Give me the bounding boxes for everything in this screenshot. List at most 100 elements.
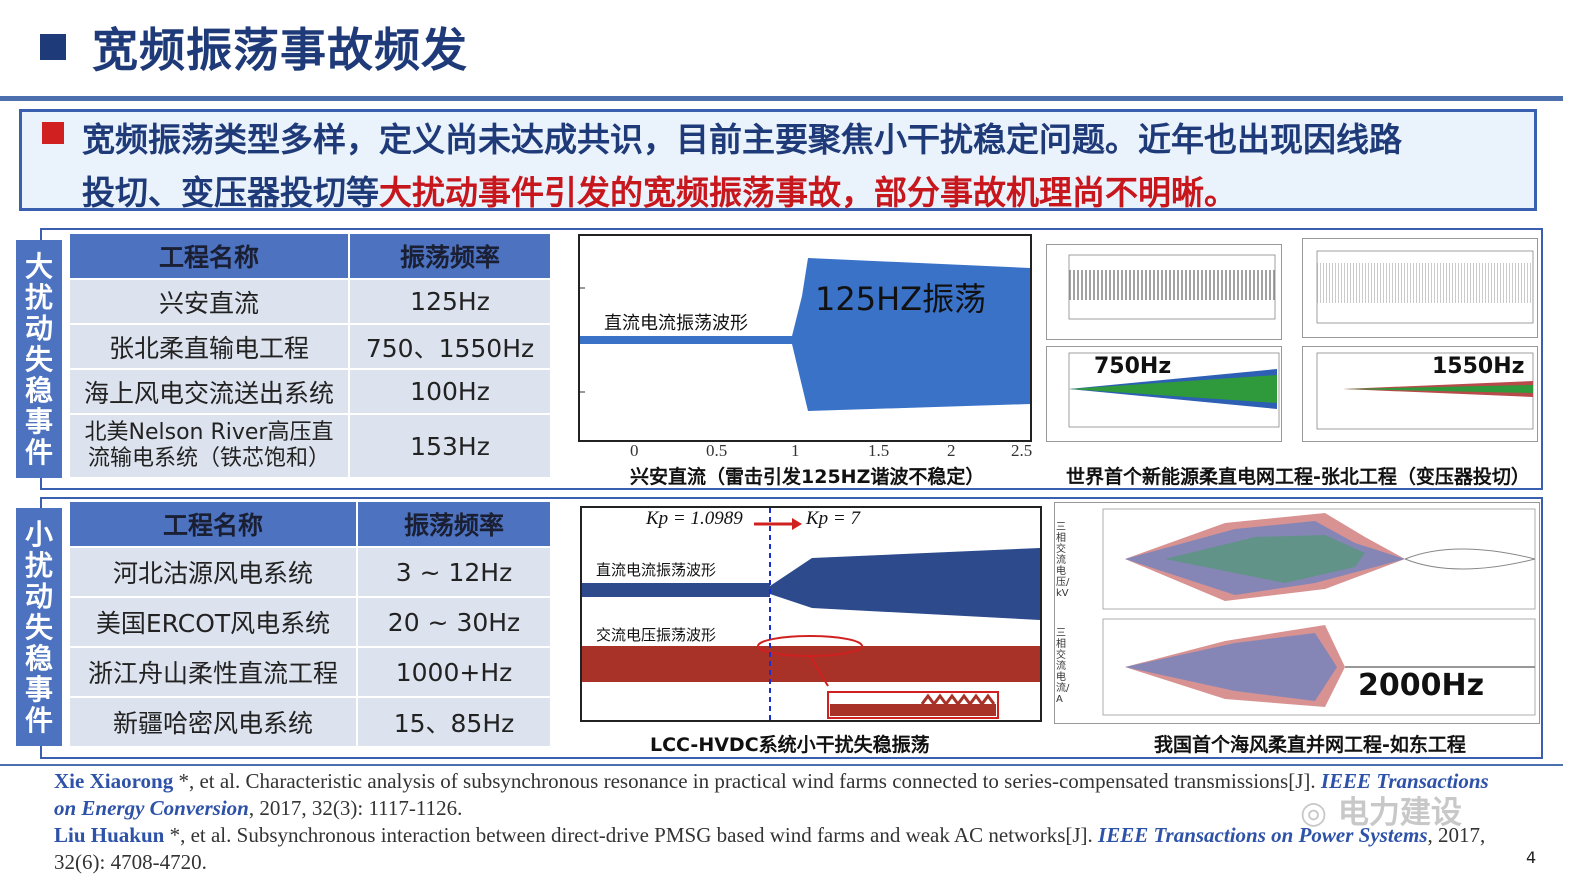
frequency: 1000+Hz xyxy=(358,648,550,696)
page-number: 4 xyxy=(1526,848,1537,867)
zhangbei-waveform xyxy=(1068,254,1276,320)
kp-before-label: Kp = 1.0989 xyxy=(646,508,743,529)
ref-journal: IEEE Transactions on Energy Conversion xyxy=(54,769,1489,820)
refs-divider xyxy=(0,764,1563,766)
rudong-y-label-top: 三相交流电压/kV xyxy=(1056,522,1070,599)
dc-current-label: 直流电流振荡波形 xyxy=(596,561,717,579)
small-disturbance-table: 工程名称 振荡频率 河北沽源风电系统 3 ~ 12Hz 美国ERCOT风电系统 20… xyxy=(68,500,552,748)
lcc-hvdc-caption: LCC-HVDC系统小干扰失稳振荡 xyxy=(650,734,930,756)
frequency: 125Hz xyxy=(350,280,550,323)
banner-line-2-plain: 投切、变压器投切等 xyxy=(82,173,379,212)
xingan-waveform-chart xyxy=(578,234,1032,442)
summary-banner xyxy=(19,109,1537,211)
frequency: 100Hz xyxy=(350,370,550,413)
banner-line-2: 投切、变压器投切等大扰动事件引发的宽频振荡事故，部分事故机理尚不明晰。 xyxy=(82,166,1237,214)
title-divider xyxy=(0,96,1563,101)
project-name: 美国ERCOT风电系统 xyxy=(70,598,356,646)
zhangbei-plot-750hz xyxy=(1046,346,1282,442)
frequency: 153Hz xyxy=(350,415,550,477)
ref-author: Xie Xiaorong xyxy=(54,769,174,793)
frequency: 3 ~ 12Hz xyxy=(358,548,550,596)
x-tick: 1 xyxy=(791,441,800,460)
col-header-frequency: 振荡频率 xyxy=(350,234,550,278)
xingan-x-axis: 0 0.5 1 1.5 2 2.5 xyxy=(578,441,1048,461)
reference-2: Liu Huakun *, et al. Subsynchronous inte… xyxy=(54,822,1514,876)
project-name: 浙江舟山柔性直流工程 xyxy=(70,648,356,696)
rudong-plot xyxy=(1102,508,1536,716)
ref-citation: , 2017, 32(6): 4708-4720. xyxy=(54,823,1486,874)
frequency: 750、1550Hz xyxy=(350,325,550,368)
zhangbei-caption: 世界首个新能源柔直电网工程-张北工程（变压器投切） xyxy=(1066,466,1530,488)
col-header-name: 工程名称 xyxy=(70,502,356,546)
project-name: 新疆哈密风电系统 xyxy=(70,698,356,746)
wechat-icon: ◎ xyxy=(1300,795,1328,831)
tab-char: 稳 xyxy=(24,373,53,407)
ac-voltage-label: 交流电压振荡波形 xyxy=(596,626,717,644)
ref-journal: IEEE Transactions on Power Systems xyxy=(1098,823,1428,847)
table-row: 河北沽源风电系统 3 ~ 12Hz xyxy=(70,548,550,596)
rudong-chart xyxy=(1054,502,1540,724)
table-row: 美国ERCOT风电系统 20 ~ 30Hz xyxy=(70,598,550,646)
tab-char: 小 xyxy=(24,517,53,551)
2000hz-overlay-label: 2000Hz xyxy=(1358,668,1485,703)
x-tick: 0.5 xyxy=(706,441,728,460)
banner-line-1: 宽频振荡类型多样，定义尚未达成共识，目前主要聚焦小干扰稳定问题。近年也出现因线路 xyxy=(82,120,1402,159)
lcc-hvdc-chart xyxy=(580,506,1042,722)
x-tick: 1.5 xyxy=(868,441,890,460)
small-disturbance-tab: 小扰动失稳事件 xyxy=(16,508,62,746)
large-disturbance-table: 工程名称 振荡频率 兴安直流 125Hz 张北柔直输电工程 750、1550Hz 海… xyxy=(68,232,552,479)
zhangbei-waveform xyxy=(1316,352,1534,430)
table-row: 兴安直流 125Hz xyxy=(70,280,550,323)
col-header-name: 工程名称 xyxy=(70,234,348,278)
watermark: ◎ 电力建设 xyxy=(1300,787,1462,832)
125hz-overlay-label: 125HZ振荡 xyxy=(815,280,987,318)
dc-current-label: 直流电流振荡波形 xyxy=(604,313,748,334)
zhangbei-plot-top-right xyxy=(1302,238,1538,338)
ref-text: *, et al. Subsynchronous interaction bet… xyxy=(164,823,1099,847)
zhangbei-plot-1550hz xyxy=(1302,346,1538,442)
x-tick: 0 xyxy=(630,441,639,460)
ref-citation: , 2017, 32(3): 1117-1126. xyxy=(248,796,463,820)
frequency: 15、85Hz xyxy=(358,698,550,746)
table-row: 北美Nelson River高压直流输电系统（铁芯饱和） 153Hz xyxy=(70,415,550,477)
large-disturbance-tab: 大扰动失稳事件 xyxy=(16,240,62,478)
table-row: 张北柔直输电工程 750、1550Hz xyxy=(70,325,550,368)
tab-char: 失 xyxy=(24,342,53,376)
frequency: 20 ~ 30Hz xyxy=(358,598,550,646)
lcc-hvdc-plot xyxy=(582,508,1040,720)
project-name: 兴安直流 xyxy=(70,280,348,323)
tab-char: 大 xyxy=(24,249,53,283)
zhangbei-plot-top-left xyxy=(1046,244,1282,340)
tab-char: 件 xyxy=(24,703,53,737)
tab-char: 失 xyxy=(24,610,53,644)
xingan-caption: 兴安直流（雷击引发125HZ谐波不稳定） xyxy=(630,466,985,488)
rudong-y-label-bottom: 三相交流电流/A xyxy=(1056,628,1070,705)
kp-after-label: Kp = 7 xyxy=(806,508,860,529)
ref-author: Liu Huakun xyxy=(54,823,165,847)
tab-char: 扰 xyxy=(24,280,53,314)
project-name: 河北沽源风电系统 xyxy=(70,548,356,596)
banner-line-2-highlight: 大扰动事件引发的宽频振荡事故，部分事故机理尚不明晰。 xyxy=(379,173,1237,212)
table-row: 新疆哈密风电系统 15、85Hz xyxy=(70,698,550,746)
tab-char: 动 xyxy=(24,579,53,613)
project-name: 张北柔直输电工程 xyxy=(70,325,348,368)
watermark-text: 电力建设 xyxy=(1337,795,1462,831)
page-title: 宽频振荡事故频发 xyxy=(92,23,468,77)
zhangbei-waveform xyxy=(1068,352,1280,428)
tab-char: 事 xyxy=(24,672,53,706)
tab-char: 动 xyxy=(24,311,53,345)
tab-char: 扰 xyxy=(24,548,53,582)
1550hz-label: 1550Hz xyxy=(1432,354,1525,379)
x-tick: 2 xyxy=(947,441,956,460)
banner-bullet xyxy=(42,122,64,144)
title-bullet xyxy=(40,34,66,60)
col-header-frequency: 振荡频率 xyxy=(358,502,550,546)
rudong-caption: 我国首个海风柔直并网工程-如东工程 xyxy=(1154,734,1466,756)
tab-char: 件 xyxy=(24,435,53,469)
table-row: 海上风电交流送出系统 100Hz xyxy=(70,370,550,413)
xingan-waveform-plot xyxy=(580,258,1030,411)
project-name: 海上风电交流送出系统 xyxy=(70,370,348,413)
table-row: 浙江舟山柔性直流工程 1000+Hz xyxy=(70,648,550,696)
x-tick: 2.5 xyxy=(1011,441,1033,460)
tab-char: 稳 xyxy=(24,641,53,675)
